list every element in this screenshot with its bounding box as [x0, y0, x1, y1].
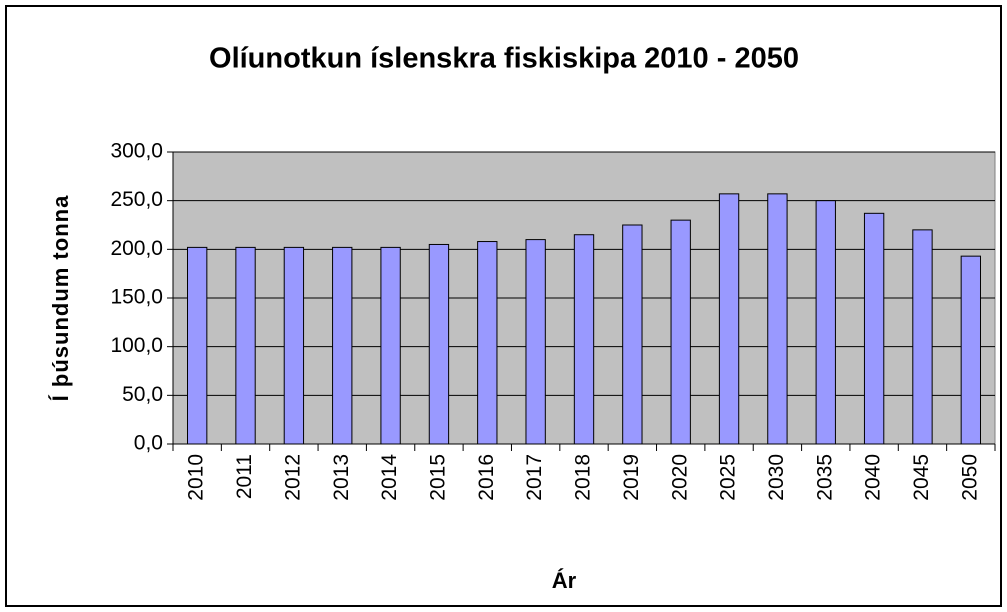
x-tick-label: 2010	[185, 454, 208, 501]
bar	[670, 219, 691, 445]
chart-title: Olíunotkun íslenskra fiskiskipa 2010 - 2…	[209, 43, 799, 75]
x-tick-label: 2030	[765, 454, 788, 501]
x-tick-label: 2016	[475, 454, 498, 501]
x-tick-label: 2018	[572, 454, 595, 501]
x-tick-label: 2019	[620, 454, 643, 501]
bar	[815, 200, 836, 445]
y-tick-label: 150,0	[110, 286, 163, 309]
x-tick-label: 2050	[958, 454, 981, 501]
y-tick-label: 300,0	[110, 140, 163, 163]
x-tick-label: 2035	[813, 454, 836, 501]
x-tick-label: 2012	[281, 454, 304, 501]
bar	[767, 193, 788, 445]
bar	[718, 193, 740, 445]
x-tick-label: 2017	[523, 454, 546, 501]
y-tick-label: 100,0	[110, 334, 163, 357]
bar	[428, 243, 450, 445]
bar	[235, 246, 256, 445]
x-tick-label: 2020	[668, 454, 691, 501]
bar	[477, 241, 498, 445]
x-tick-label: 2011	[233, 454, 256, 499]
bar	[332, 246, 353, 445]
x-tick-label: 2013	[330, 454, 353, 501]
bar	[622, 224, 643, 445]
y-tick-label: 50,0	[122, 383, 163, 406]
y-tick-label: 200,0	[110, 237, 163, 260]
x-axis-label: Ár	[552, 568, 577, 593]
bar	[380, 246, 401, 445]
bar	[912, 229, 933, 445]
y-tick-label: 0,0	[134, 432, 163, 455]
x-tick-label: 2015	[426, 454, 449, 501]
bar	[960, 255, 981, 445]
y-tick-label: 250,0	[110, 188, 163, 211]
x-tick-label: 2040	[862, 454, 885, 501]
bar	[863, 212, 885, 445]
x-tick-label: 2025	[717, 454, 740, 501]
bar	[187, 246, 208, 445]
bar	[573, 234, 595, 445]
bar	[525, 239, 546, 445]
x-tick-label: 2014	[378, 454, 401, 501]
bar	[283, 246, 305, 445]
x-tick-label: 2045	[910, 454, 933, 501]
y-axis-label: Í þúsundum tonna	[48, 195, 73, 402]
